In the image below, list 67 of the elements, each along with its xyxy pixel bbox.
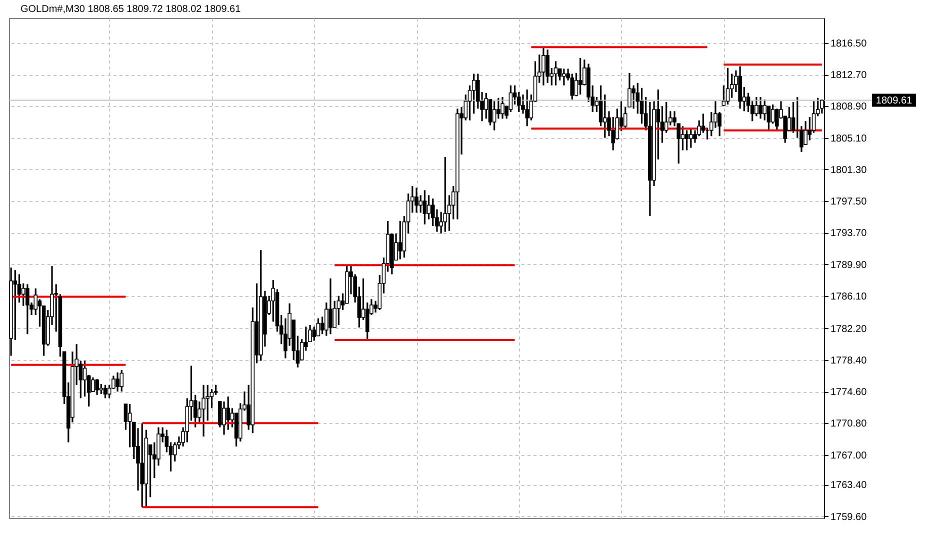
y-tick-label: 1797.50 [830, 196, 868, 208]
candlestick [398, 220, 402, 260]
candlestick [570, 72, 574, 100]
candlestick [525, 88, 529, 127]
candlestick [116, 372, 120, 392]
candlestick [316, 318, 320, 337]
y-tick-label: 1801.30 [830, 164, 868, 176]
y-tick-label: 1808.90 [830, 102, 868, 113]
y-tick-label: 1786.10 [830, 291, 868, 302]
candlestick [26, 283, 30, 335]
candlestick [128, 403, 132, 448]
candlestick [664, 101, 668, 134]
candlestick [754, 96, 758, 117]
candlestick [418, 194, 422, 214]
y-tick-label: 1782.20 [830, 324, 868, 335]
candlestick [328, 278, 332, 335]
y-tick-label: 1812.70 [830, 70, 868, 82]
y-tick-label: 1759.60 [830, 512, 868, 523]
candlestick [140, 422, 144, 508]
y-tick-label: 1816.50 [830, 38, 868, 50]
candlestick [120, 369, 124, 392]
candlestick [546, 48, 550, 84]
candlestick [492, 100, 496, 132]
y-tick-label: 1789.90 [830, 260, 868, 271]
candlestick [770, 104, 775, 124]
candlestick [680, 125, 685, 152]
candlestick [21, 282, 26, 307]
y-tick-label: 1763.40 [830, 480, 868, 492]
candlestick [632, 84, 636, 110]
candlestick [422, 189, 427, 226]
candlestick [312, 326, 316, 342]
candlestick [684, 130, 689, 152]
candlestick [500, 96, 504, 120]
chart-title: GOLDm#,M30 1808.65 1809.72 1808.02 1809.61 [20, 4, 242, 15]
ref-line-label: 1809.61 [876, 95, 913, 106]
candlestick [426, 194, 431, 220]
candlestick [103, 384, 108, 399]
candlestick [443, 156, 448, 233]
candlestick [414, 186, 418, 214]
candlestick [99, 383, 104, 395]
candlestick [726, 67, 730, 106]
candlestick [13, 269, 18, 341]
candlestick [602, 94, 607, 139]
candlestick [542, 46, 546, 86]
y-tick-label: 1805.10 [830, 133, 868, 144]
candlestick [758, 96, 762, 120]
candlestick [578, 57, 582, 96]
y-tick-label: 1778.40 [830, 355, 868, 366]
candlestick [95, 378, 99, 396]
candlestick [508, 84, 513, 113]
candlestick [336, 295, 341, 326]
candlestick [554, 60, 558, 86]
candlestick [91, 376, 95, 392]
y-tick-label: 1767.00 [830, 450, 868, 462]
y-tick-label: 1774.60 [830, 387, 868, 398]
candlestick [226, 396, 230, 431]
y-tick-label: 1770.80 [830, 418, 868, 430]
candlestick [562, 68, 566, 86]
candlestick [496, 97, 500, 120]
candlestick [222, 400, 226, 436]
candlestick [484, 92, 488, 120]
candlestick [791, 101, 796, 134]
candlestick [762, 98, 767, 122]
candlestick [202, 384, 206, 438]
candlestick [804, 120, 808, 146]
y-tick-label: 1793.70 [830, 228, 868, 240]
candlestick [688, 127, 693, 149]
